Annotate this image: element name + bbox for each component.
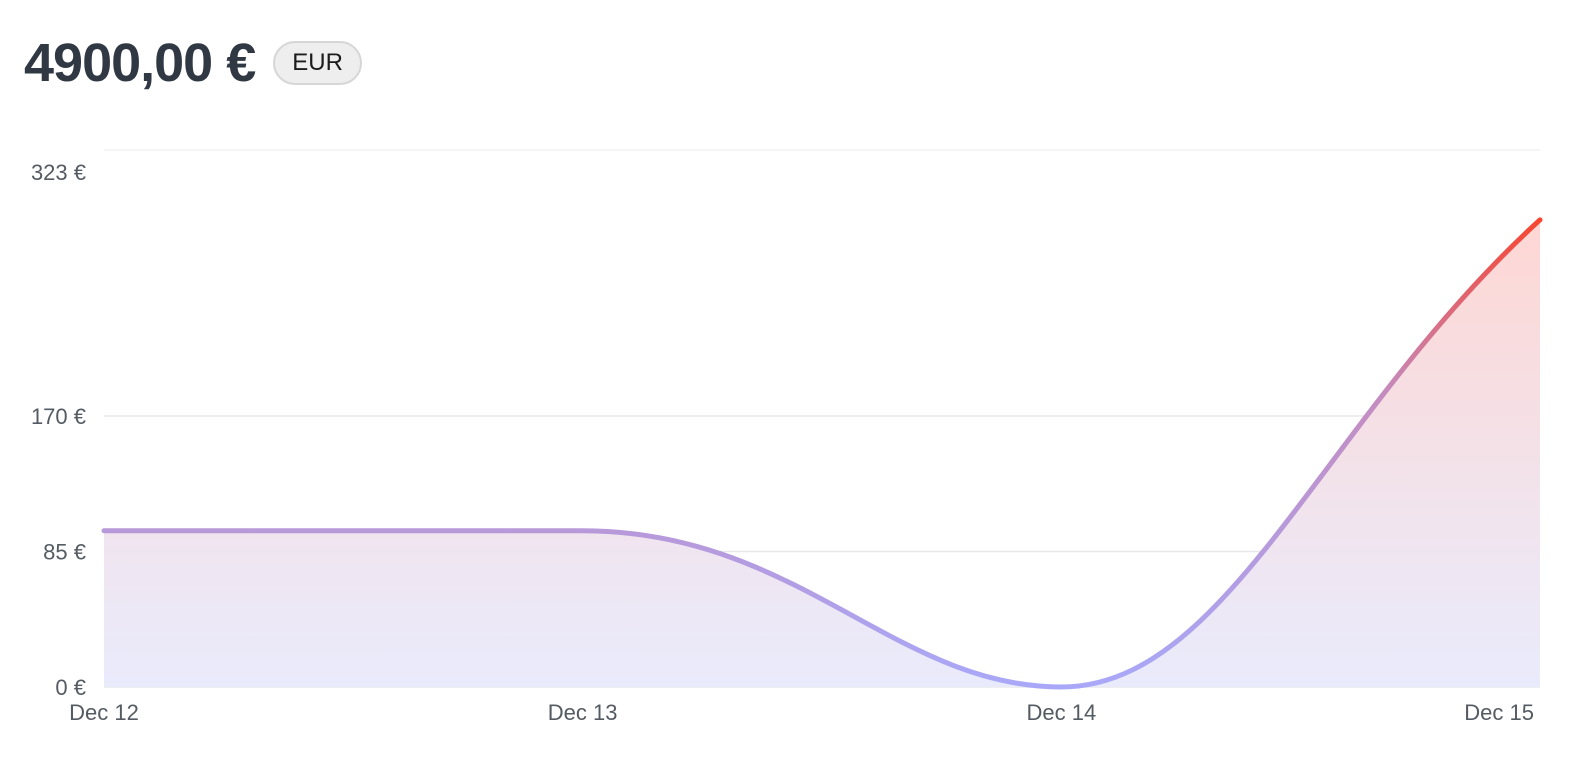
y-tick-label: 170 € <box>31 404 86 429</box>
y-tick-label: 0 € <box>55 675 86 700</box>
x-axis: Dec 12 Dec 13 Dec 14 Dec 15 <box>69 700 1534 725</box>
x-tick-label: Dec 14 <box>1026 700 1096 725</box>
x-tick-label: Dec 13 <box>548 700 618 725</box>
y-axis: 0 € 85 € 170 € 323 € <box>31 160 86 700</box>
currency-badge[interactable]: EUR <box>273 41 362 85</box>
x-tick-label: Dec 12 <box>69 700 139 725</box>
series-area <box>104 219 1540 687</box>
x-tick-label: Dec 15 <box>1464 700 1534 725</box>
y-tick-label: 323 € <box>31 160 86 185</box>
balance-amount: 4900,00 € <box>24 33 256 93</box>
series-line <box>101 217 1543 690</box>
header: 4900,00 € EUR <box>24 36 362 90</box>
y-tick-label: 85 € <box>43 539 86 564</box>
